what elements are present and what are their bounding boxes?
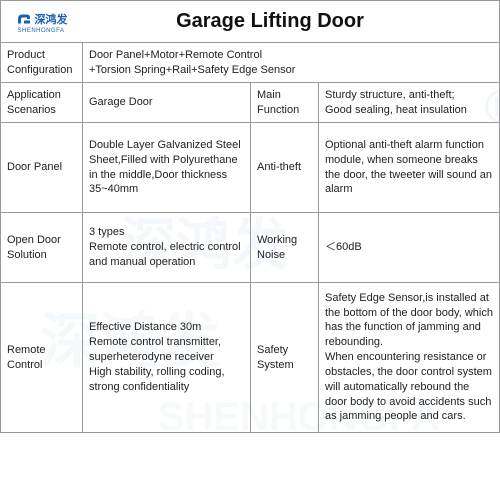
cell-label: Product Configuration xyxy=(1,43,83,83)
table-row: Application Scenarios Garage Door Main F… xyxy=(1,83,500,123)
table-row: Product Configuration Door Panel+Motor+R… xyxy=(1,43,500,83)
spec-table: Product Configuration Door Panel+Motor+R… xyxy=(0,42,500,433)
cell-label: Anti-theft xyxy=(251,123,319,213)
logo-text-cn: 深鸿发 xyxy=(35,11,68,27)
brand-logo: 深鸿发 SHENHONGFA xyxy=(1,8,81,36)
table-row: Open Door Solution 3 types Remote contro… xyxy=(1,213,500,283)
header: 深鸿发 SHENHONGFA Garage Lifting Door xyxy=(0,0,500,42)
cell-value: Double Layer Galvanized Steel Sheet,Fill… xyxy=(83,123,251,213)
cell-label: Remote Control xyxy=(1,283,83,433)
lion-icon xyxy=(15,10,33,28)
table-row: Remote Control Effective Distance 30m Re… xyxy=(1,283,500,433)
page-title: Garage Lifting Door xyxy=(81,10,499,33)
cell-label: Open Door Solution xyxy=(1,213,83,283)
cell-value: ＜60dB xyxy=(319,213,500,283)
table-row: Door Panel Double Layer Galvanized Steel… xyxy=(1,123,500,213)
logo-text-en: SHENHONGFA xyxy=(17,28,64,34)
cell-value: Garage Door xyxy=(83,83,251,123)
cell-value: 3 types Remote control, electric control… xyxy=(83,213,251,283)
cell-value: Safety Edge Sensor,is installed at the b… xyxy=(319,283,500,433)
cell-value: Effective Distance 30m Remote control tr… xyxy=(83,283,251,433)
cell-value: Door Panel+Motor+Remote Control +Torsion… xyxy=(83,43,500,83)
cell-label: Door Panel xyxy=(1,123,83,213)
cell-value: Sturdy structure, anti-theft; Good seali… xyxy=(319,83,500,123)
cell-label: Application Scenarios xyxy=(1,83,83,123)
cell-label: Safety System xyxy=(251,283,319,433)
cell-label: Working Noise xyxy=(251,213,319,283)
cell-label: Main Function xyxy=(251,83,319,123)
cell-value: Optional anti-theft alarm function modul… xyxy=(319,123,500,213)
